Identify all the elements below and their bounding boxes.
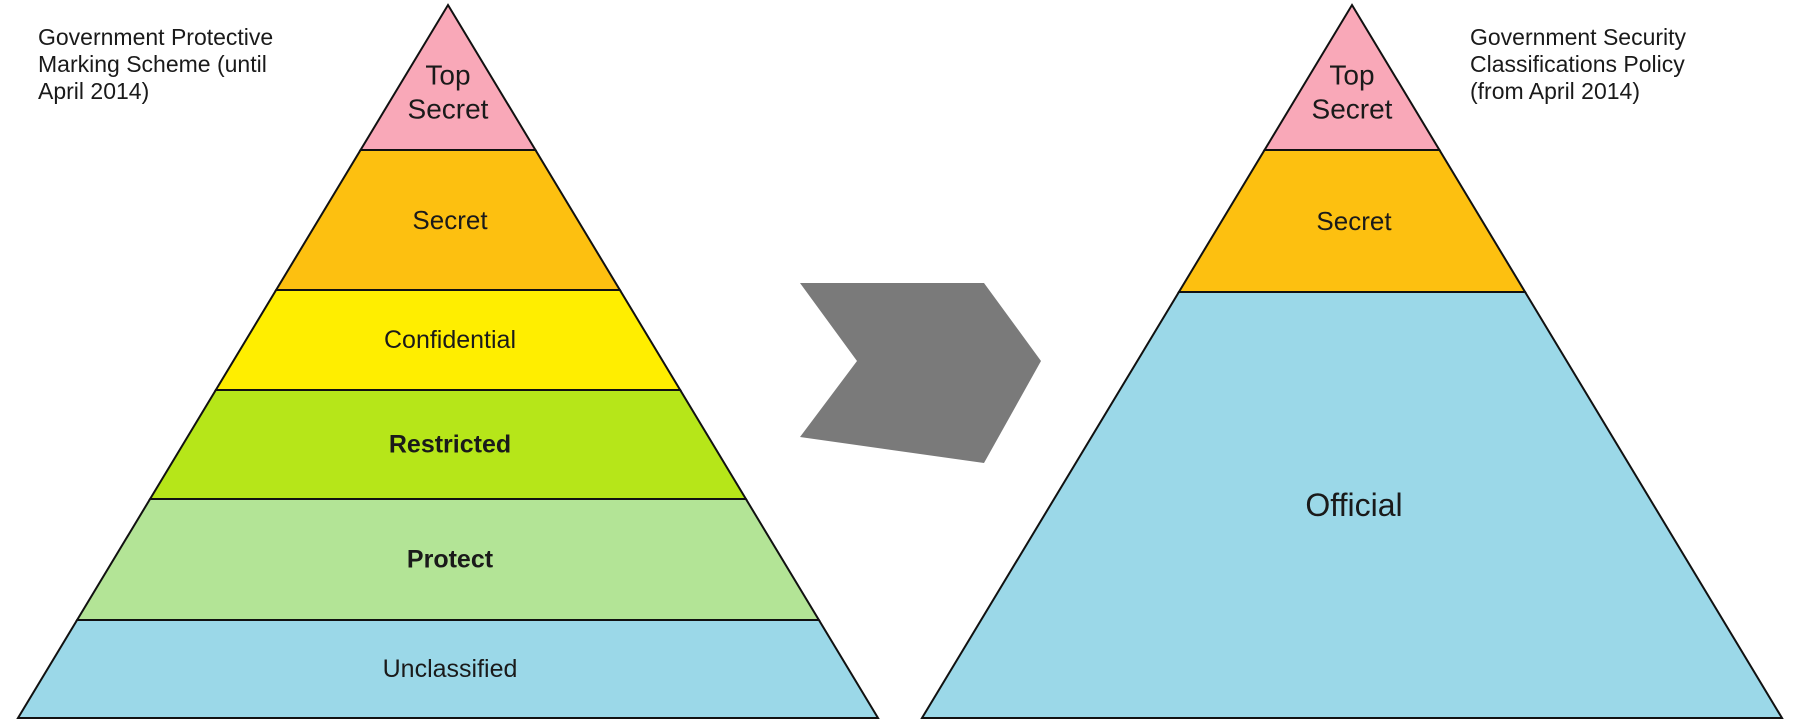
left-pyramid-caption: Government Protective Marking Scheme (un… bbox=[38, 24, 274, 104]
right-pyramid-caption: Government Security Classifications Poli… bbox=[1470, 24, 1687, 104]
left-pyramid-level-3-label: Confidential bbox=[384, 326, 516, 354]
left-pyramid-level-1-label: Top Secret bbox=[408, 59, 489, 124]
right-pyramid-level-3-band bbox=[920, 291, 1784, 719]
left-pyramid-level-2-label: Secret bbox=[412, 205, 488, 235]
right-pyramid-level-3-label: Official bbox=[1305, 487, 1402, 523]
chevron-arrow-icon bbox=[800, 283, 1041, 463]
left-pyramid: Top Secret Secret Confidential Restricted Pro… bbox=[16, 3, 880, 719]
right-pyramid: Top Secret Secret Official bbox=[920, 3, 1784, 719]
left-pyramid-level-6-label: Unclassified bbox=[383, 655, 518, 683]
right-pyramid-level-1-label: Top Secret bbox=[1312, 59, 1393, 124]
left-pyramid-level-5-label: Protect bbox=[407, 546, 494, 574]
left-pyramid-level-4-label: Restricted bbox=[389, 431, 511, 459]
right-pyramid-level-2-label: Secret bbox=[1316, 206, 1392, 236]
left-pyramid-level-6-band bbox=[16, 619, 880, 719]
